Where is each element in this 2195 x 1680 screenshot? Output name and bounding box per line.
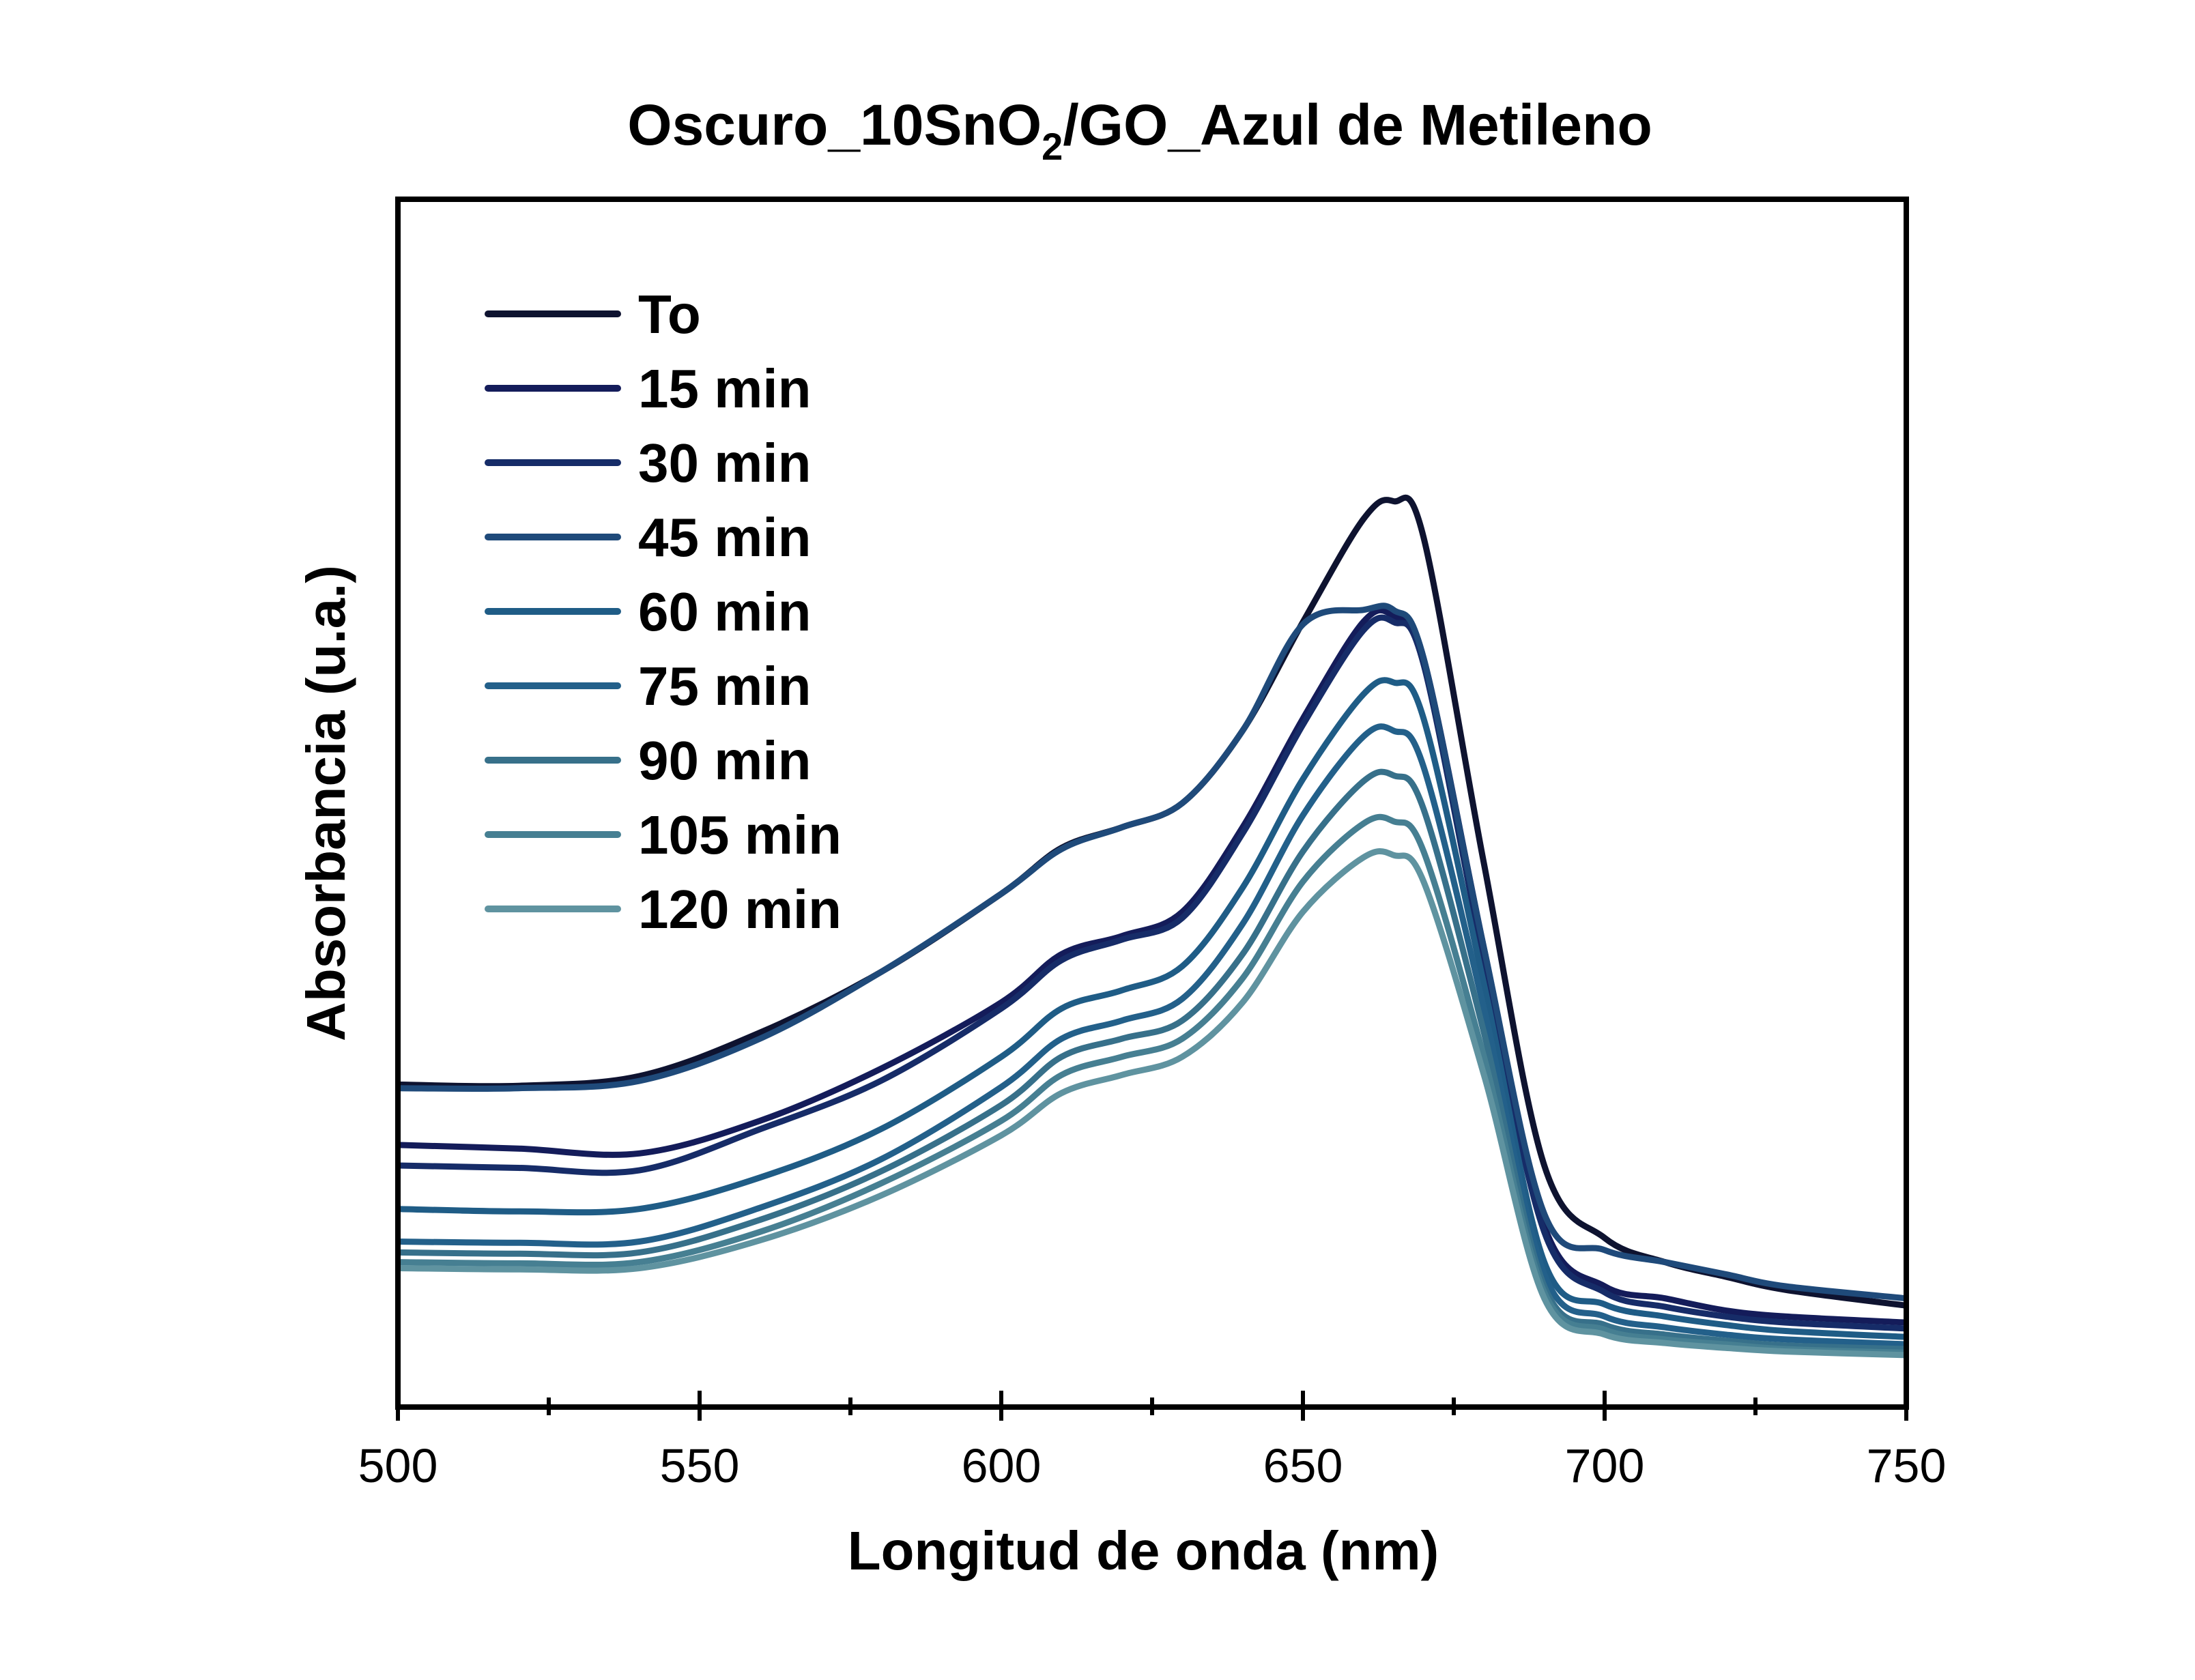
- x-tick-label-500: 500: [358, 1439, 438, 1492]
- series-line-6: [397, 768, 1907, 1352]
- legend-label-8: 120 min: [638, 879, 842, 940]
- plot-frame: [395, 197, 1909, 1410]
- x-tick-label-550: 550: [660, 1439, 740, 1492]
- series-line-3: [397, 603, 1907, 1302]
- chart-title: Oscuro_10SnO2/GO_Azul de Metileno: [627, 93, 1652, 168]
- series-line-2: [397, 614, 1907, 1332]
- legend-label-4: 60 min: [638, 581, 811, 642]
- series-line-1: [397, 607, 1907, 1326]
- series-line-7: [397, 813, 1907, 1356]
- legend: To 15 min 30 min 45 min 60 min 75 min 90 min 10…: [485, 284, 842, 940]
- legend-label-0: To: [638, 284, 701, 345]
- x-tick-label-600: 600: [962, 1439, 1042, 1492]
- legend-label-7: 105 min: [638, 805, 842, 865]
- series-line-8: [397, 848, 1907, 1359]
- x-tick-label-750: 750: [1867, 1439, 1947, 1492]
- legend-label-2: 30 min: [638, 433, 811, 493]
- legend-label-1: 15 min: [638, 358, 811, 419]
- x-axis: 500 550 600 650 700 750: [358, 1391, 1947, 1492]
- series-layer: [397, 494, 1907, 1359]
- x-tick-label-650: 650: [1263, 1439, 1343, 1492]
- legend-label-6: 90 min: [638, 730, 811, 791]
- legend-label-5: 75 min: [638, 656, 811, 716]
- legend-label-3: 45 min: [638, 507, 811, 568]
- series-line-5: [397, 723, 1907, 1348]
- series-line-4: [397, 677, 1907, 1340]
- y-axis-label: Absorbancia (u.a.): [296, 565, 356, 1041]
- series-line-0: [397, 494, 1907, 1309]
- x-axis-label: Longitud de onda (nm): [848, 1520, 1439, 1581]
- x-tick-label-700: 700: [1565, 1439, 1645, 1492]
